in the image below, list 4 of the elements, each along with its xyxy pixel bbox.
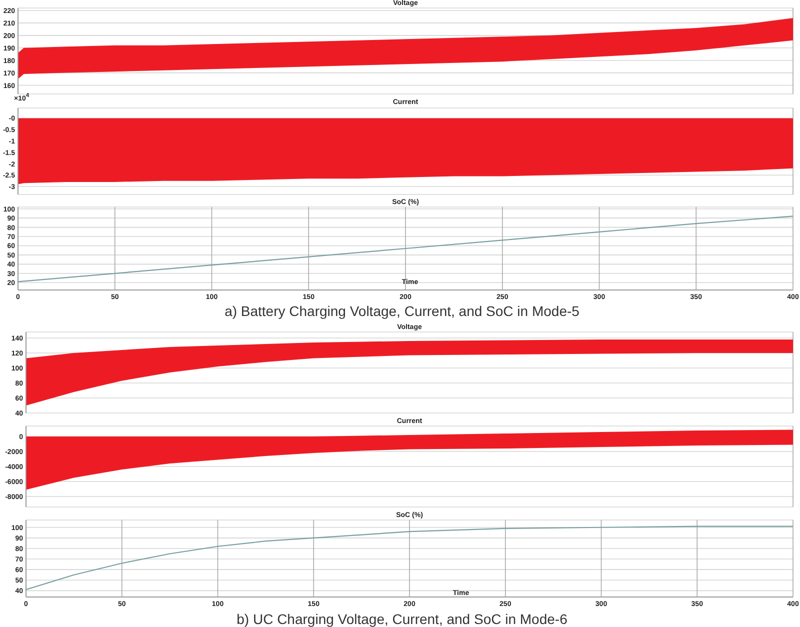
line-series <box>26 526 793 590</box>
text: a) Battery Charging Voltage, Current, and SoC in Mode-5 <box>224 302 580 320</box>
text: b) UC Charging Voltage, Current, and SoC in Mode-6 <box>236 610 568 627</box>
line-series <box>18 216 793 282</box>
